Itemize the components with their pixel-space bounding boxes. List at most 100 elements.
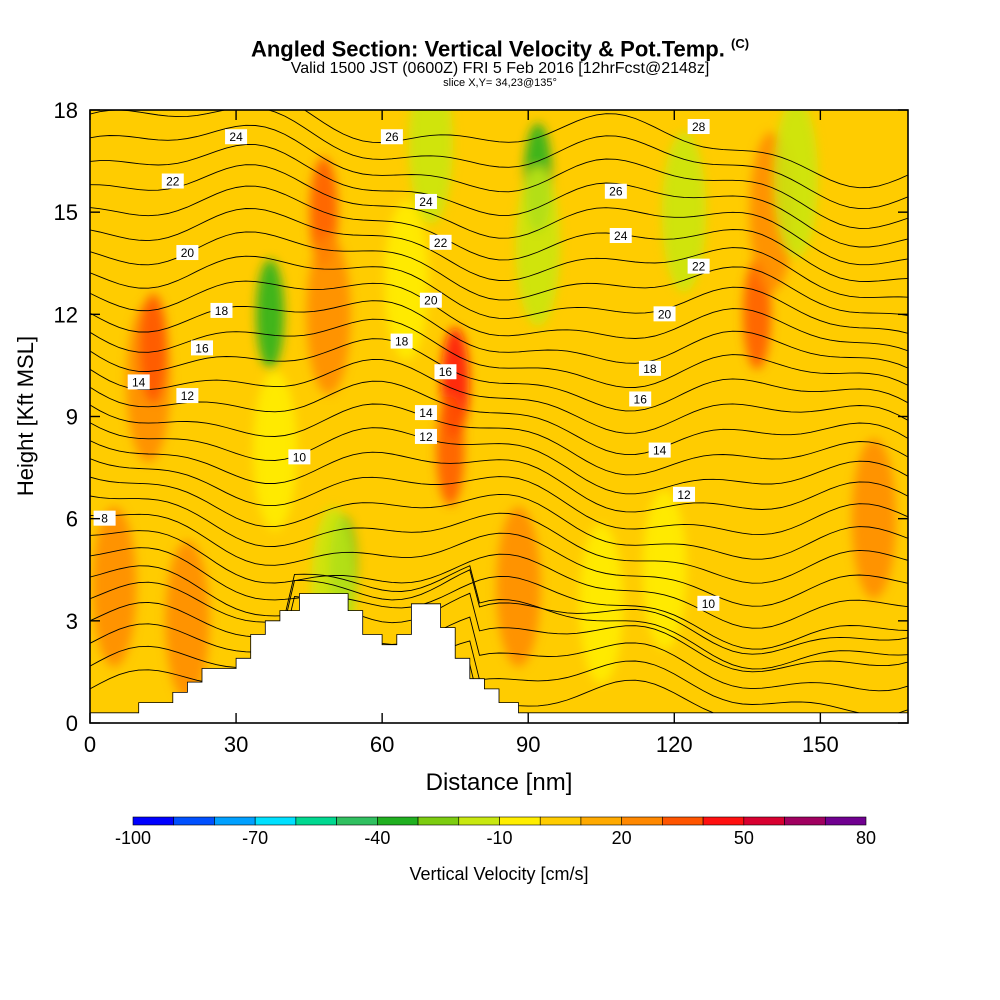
svg-text:12: 12: [419, 430, 433, 444]
velocity-cell: [306, 234, 351, 395]
isentrope-label: 18: [210, 302, 233, 318]
colorbar-tick-label: -10: [486, 828, 512, 848]
isentrope-label: 18: [638, 360, 661, 376]
isentrope-label: 28: [687, 119, 710, 135]
chart-title: Angled Section: Vertical Velocity & Pot.…: [0, 36, 1000, 62]
chart-title-text: Angled Section: Vertical Velocity & Pot.…: [250, 36, 725, 62]
isentrope-label: 16: [190, 340, 213, 356]
x-tick-label: 60: [370, 732, 394, 757]
svg-text:16: 16: [634, 392, 648, 406]
velocity-cell: [92, 506, 137, 667]
x-tick-label: 0: [84, 732, 96, 757]
isentrope-label: 12: [414, 428, 437, 444]
isentrope-label: 12: [673, 486, 696, 502]
isentrope-label: 20: [176, 245, 199, 261]
colorbar-swatch: [621, 816, 663, 826]
velocity-cell: [662, 132, 707, 293]
isentrope-line: [90, 124, 908, 229]
isentrope-line: [90, 338, 908, 412]
velocity-cell: [515, 166, 560, 327]
y-tick-label: 0: [66, 711, 78, 736]
isentrope-line: [90, 530, 908, 629]
velocity-cell: [165, 540, 210, 701]
isentrope-line: [90, 208, 908, 299]
svg-text:16: 16: [439, 365, 453, 379]
isentrope-label: 20: [419, 292, 442, 308]
isentrope-line: [90, 380, 908, 456]
isentrope-label: 24: [225, 129, 248, 145]
isentrope-line: [90, 164, 908, 266]
velocity-cell: [579, 523, 624, 684]
velocity-cell: [436, 395, 465, 506]
isentrope-line: [90, 547, 908, 650]
chart-title-units: (C): [731, 36, 750, 51]
chart-subtitle: Valid 1500 JST (0600Z) FRI 5 Feb 2016 [1…: [290, 60, 710, 77]
svg-text:18: 18: [643, 362, 657, 376]
y-tick-label: 6: [66, 507, 78, 532]
isentrope-line: [90, 458, 908, 536]
isentrope-label: 24: [609, 228, 632, 244]
isentrope-label: 10: [288, 449, 311, 465]
colorbar-swatch: [662, 816, 704, 826]
svg-text:24: 24: [614, 229, 628, 243]
colorbar-tick-label: 20: [612, 828, 632, 848]
velocity-cell: [851, 438, 896, 599]
y-tick-label: 9: [66, 405, 78, 430]
svg-text:22: 22: [692, 260, 706, 274]
colorbar-swatch: [214, 816, 256, 826]
isentrope-label: 18: [390, 333, 413, 349]
isentrope-label: 14: [648, 442, 671, 458]
colorbar-swatch: [499, 816, 541, 826]
isentrope-label: 16: [629, 391, 652, 407]
isentrope-line: [90, 627, 908, 716]
isentrope-line: [90, 611, 908, 692]
svg-text:26: 26: [385, 130, 399, 144]
isentrope-line: [90, 280, 908, 352]
colorbar-tick-label: -100: [115, 828, 151, 848]
colorbar-swatch: [702, 816, 745, 826]
potential-temperature-contours: [90, 110, 908, 723]
colorbar-swatch: [417, 816, 460, 826]
svg-text:20: 20: [658, 307, 672, 321]
velocity-cell: [774, 110, 819, 259]
svg-text:24: 24: [419, 195, 433, 209]
isentrope-label: 10: [697, 595, 720, 611]
colorbar: -100 -70 -40 -10 20 50 80: [115, 816, 876, 848]
y-tick-label: 3: [66, 609, 78, 634]
y-tick-label: 18: [54, 98, 78, 123]
isentrope-line: [90, 185, 908, 282]
isentrope-line: [90, 144, 908, 248]
colorbar-swatch: [580, 816, 622, 826]
x-tick-label: 30: [224, 732, 248, 757]
velocity-cell: [496, 506, 541, 667]
velocity-cell: [384, 200, 429, 361]
svg-text:14: 14: [653, 444, 667, 458]
svg-text:20: 20: [181, 246, 195, 260]
svg-text:18: 18: [395, 335, 409, 349]
colorbar-tick-label: -40: [364, 828, 390, 848]
isentrope-line: [90, 569, 908, 655]
colorbar-swatch: [254, 816, 297, 826]
isentrope-label: 14: [414, 405, 437, 421]
axes: 0 30 60 90 120 150 0 3 6 9 12 15 18: [54, 98, 908, 757]
isentrope-label: 14: [127, 374, 150, 390]
colorbar-swatch: [458, 816, 500, 826]
colorbar-tick-label: 50: [734, 828, 754, 848]
isentrope-label: 22: [161, 173, 184, 189]
svg-text:10: 10: [293, 450, 307, 464]
svg-text:14: 14: [132, 375, 146, 389]
y-tick-label: 15: [54, 200, 78, 225]
y-axis-label: Height [Kft MSL]: [13, 336, 38, 496]
isentrope-label: 12: [176, 388, 199, 404]
terrain-profile: [89, 593, 909, 724]
isentrope-line: [90, 231, 908, 316]
x-tick-label: 120: [656, 732, 693, 757]
colorbar-swatch: [377, 816, 419, 826]
isentrope-line: [90, 592, 908, 673]
svg-text:12: 12: [677, 488, 691, 502]
isentrope-line: [90, 110, 908, 210]
svg-text:20: 20: [424, 294, 438, 308]
isentrope-line: [90, 513, 908, 607]
svg-text:16: 16: [195, 341, 209, 355]
